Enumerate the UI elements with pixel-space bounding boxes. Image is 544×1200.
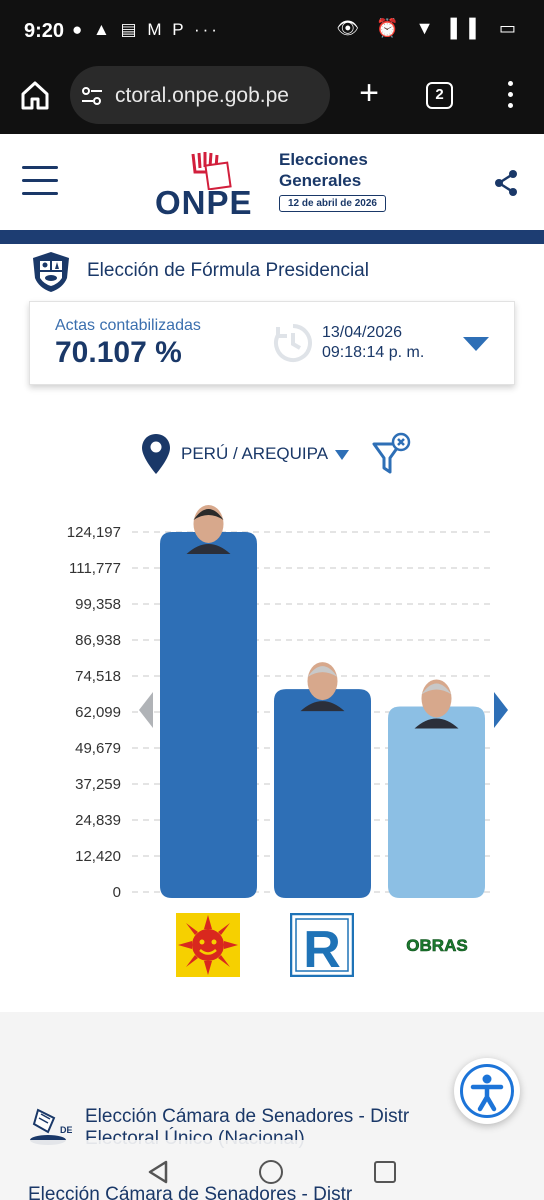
bar-candidate-1[interactable] bbox=[160, 532, 257, 898]
update-time: 09:18:14 p. m. bbox=[322, 344, 425, 361]
status-bar: 9:20 ● ▲ ▤ M P ··· 👁 ⏰ ▼ ▌▌ ▭ bbox=[0, 0, 544, 62]
senate-title-line1: Elección Cámara de Senadores - Distr bbox=[85, 1106, 410, 1127]
map-pin-icon bbox=[140, 432, 172, 476]
header-divider bbox=[0, 230, 544, 244]
chevron-down-icon[interactable] bbox=[462, 336, 490, 352]
actas-card[interactable]: Actas contabilizadas 70.107 % 13/04/2026… bbox=[29, 301, 515, 385]
election-title: Elección de Fórmula Presidencial bbox=[87, 260, 369, 281]
y-tick-label: 62,099 bbox=[75, 704, 121, 721]
onpe-logo[interactable]: ONPE Elecciones Generales 12 de abril de… bbox=[155, 148, 400, 228]
y-tick-label: 0 bbox=[113, 884, 121, 901]
y-tick-label: 111,777 bbox=[69, 560, 121, 577]
site-settings-icon[interactable] bbox=[80, 84, 104, 108]
y-tick-label: 124,197 bbox=[67, 524, 121, 541]
peru-shield-icon bbox=[28, 250, 74, 294]
address-bar[interactable]: ctoral.onpe.gob.pe bbox=[70, 66, 330, 124]
recent-apps-icon[interactable] bbox=[374, 1161, 396, 1183]
candidate-photo-1 bbox=[186, 505, 231, 554]
bar-chart-svg: 0 12,420 24,839 37,259 49,679 62,099 74,518 86,… bbox=[67, 505, 490, 901]
r-party-letter: R bbox=[303, 921, 341, 977]
onpe-wordmark: ONPE bbox=[155, 184, 253, 221]
deu-label: DEU bbox=[60, 1125, 72, 1135]
more-menu-icon[interactable] bbox=[500, 78, 520, 112]
actas-percentage: 70.107 % bbox=[55, 336, 182, 369]
android-nav-bar bbox=[0, 1140, 544, 1200]
notification-icons: ● ▲ ▤ M P ··· bbox=[72, 20, 220, 39]
y-tick-label: 99,358 bbox=[75, 596, 121, 613]
clear-filter-icon[interactable] bbox=[372, 432, 414, 476]
status-time: 9:20 bbox=[24, 20, 65, 42]
url-text: ctoral.onpe.gob.pe bbox=[115, 84, 289, 107]
back-icon[interactable] bbox=[146, 1160, 170, 1184]
caret-down-icon[interactable] bbox=[334, 448, 350, 460]
election-date-badge: 12 de abril de 2026 bbox=[279, 195, 386, 212]
candidate-photo-3 bbox=[414, 679, 459, 729]
site-header: ONPE Elecciones Generales 12 de abril de… bbox=[0, 136, 544, 232]
home-icon[interactable] bbox=[18, 78, 52, 112]
chevron-right-icon[interactable] bbox=[492, 690, 510, 730]
hamburger-menu-icon[interactable] bbox=[22, 166, 58, 196]
new-tab-button[interactable]: + bbox=[359, 74, 379, 112]
candidate-photo-2 bbox=[300, 662, 345, 712]
obras-party-logo: OBRAS bbox=[404, 929, 470, 961]
system-icons: 👁 ⏰ ▼ ▌▌ ▭ bbox=[336, 18, 522, 38]
sun-party-logo bbox=[176, 913, 240, 977]
ballot-mark-icon bbox=[191, 152, 232, 190]
accessibility-icon bbox=[460, 1064, 514, 1118]
y-tick-label: 37,259 bbox=[75, 776, 121, 793]
browser-toolbar: ctoral.onpe.gob.pe + 2 bbox=[0, 62, 544, 134]
accessibility-button[interactable] bbox=[454, 1058, 520, 1124]
obras-party-text: OBRAS bbox=[406, 936, 467, 955]
update-date: 13/04/2026 bbox=[322, 324, 403, 341]
election-heading: Elección de Fórmula Presidencial bbox=[28, 250, 528, 294]
header-title: Elecciones Generales bbox=[279, 150, 368, 190]
clock-icon bbox=[273, 323, 313, 363]
share-icon[interactable] bbox=[492, 168, 520, 198]
bar-candidate-3[interactable] bbox=[388, 706, 485, 898]
tab-switcher-button[interactable]: 2 bbox=[426, 82, 453, 109]
peek-section-title: Elección Cámara de Senadores - Distr bbox=[28, 1184, 353, 1200]
y-tick-label: 24,839 bbox=[75, 812, 121, 829]
nav-home-icon[interactable] bbox=[259, 1160, 283, 1184]
location-text: PERÚ / AREQUIPA bbox=[181, 444, 329, 463]
y-tick-label: 49,679 bbox=[75, 740, 121, 757]
y-tick-label: 74,518 bbox=[75, 668, 121, 685]
y-tick-label: 12,420 bbox=[75, 848, 121, 865]
chevron-left-icon[interactable] bbox=[137, 690, 155, 730]
location-filter[interactable]: PERÚ / AREQUIPA bbox=[140, 430, 420, 478]
results-chart: 0 12,420 24,839 37,259 49,679 62,099 74,518 86,… bbox=[0, 490, 544, 990]
y-tick-label: 86,938 bbox=[75, 632, 121, 649]
actas-label: Actas contabilizadas bbox=[55, 317, 201, 334]
r-party-logo: R bbox=[289, 912, 355, 979]
bar-candidate-2[interactable] bbox=[274, 689, 371, 898]
